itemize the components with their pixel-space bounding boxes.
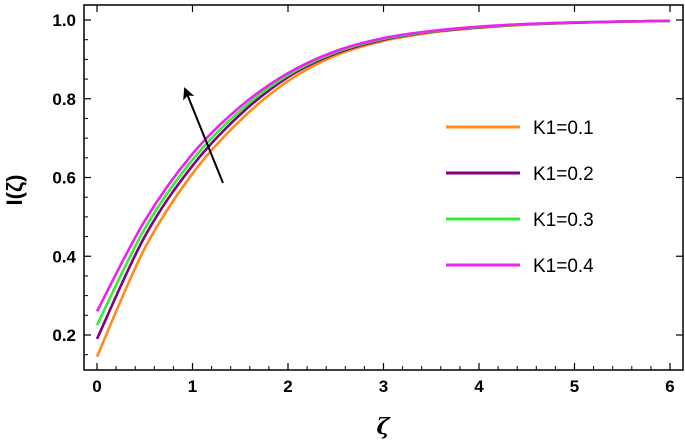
legend-label-1: K1=0.1: [533, 118, 594, 139]
plot-border: [83, 4, 684, 371]
x-tick-label: 1: [188, 377, 197, 396]
series-line-1: [95, 19, 671, 358]
plot-frame: [83, 4, 684, 371]
axis-ticks: 0 1 2 3 4 5 6 0.2 0.4 0.6 0.8 1.0: [52, 5, 683, 396]
legend-label-2: K1=0.2: [533, 164, 594, 185]
y-tick-label: 1.0: [52, 11, 76, 30]
x-tick-label: 3: [379, 377, 388, 396]
legend: K1=0.1 K1=0.2 K1=0.3 K1=0.4: [446, 118, 594, 277]
y-tick-label: 0.2: [52, 326, 76, 345]
legend-label-4: K1=0.4: [533, 256, 594, 277]
x-axis-title: ζ: [376, 414, 390, 440]
x-tick-label: 2: [283, 377, 292, 396]
series-layer: [95, 19, 671, 358]
y-tick-label: 0.4: [52, 247, 76, 266]
y-tick-label: 0.6: [52, 169, 76, 188]
y-axis-title: I(ζ): [2, 175, 27, 206]
series-line-4: [95, 19, 671, 312]
x-tick-label: 4: [474, 377, 484, 396]
x-tick-label: 0: [92, 377, 101, 396]
increase-arrow: [183, 87, 224, 184]
x-tick-label: 5: [570, 377, 579, 396]
legend-label-3: K1=0.3: [533, 210, 594, 231]
y-tick-label: 0.8: [52, 90, 76, 109]
x-tick-label: 6: [665, 377, 674, 396]
